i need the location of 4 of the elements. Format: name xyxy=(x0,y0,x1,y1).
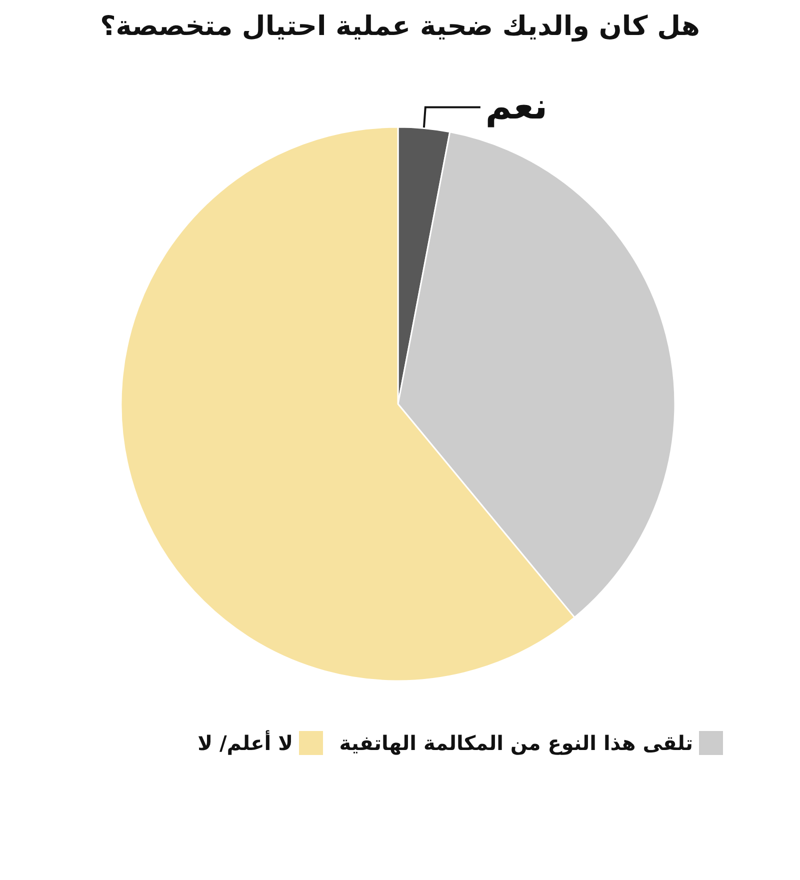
slice-label: نعم xyxy=(485,86,548,128)
legend-label: لا أعلم/ لا xyxy=(198,730,293,755)
legend-label: تلقى هذا النوع من المكالمة الهاتفية xyxy=(339,731,693,755)
chart-title: هل كان والديك ضحية عملية احتيال متخصصة؟ xyxy=(100,11,700,42)
